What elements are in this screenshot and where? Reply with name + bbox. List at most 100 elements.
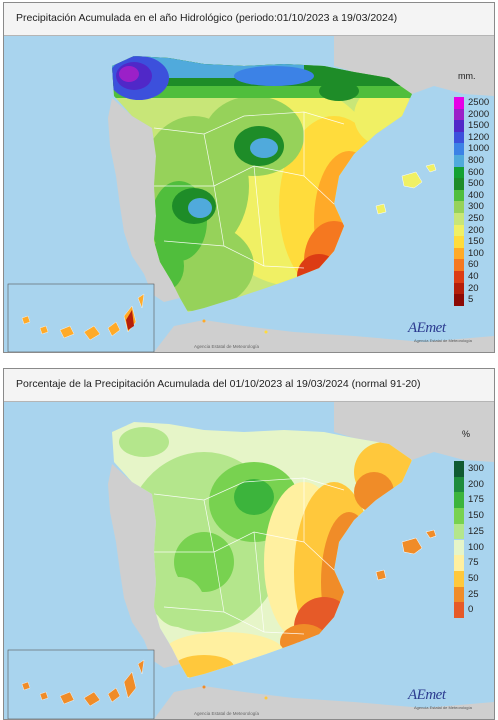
legend-label: 250 — [468, 213, 484, 224]
legend-item: 175 — [454, 492, 498, 509]
legend-item: 800 — [454, 155, 498, 167]
legend-item: 75 — [454, 555, 498, 571]
africa-land — [154, 686, 494, 719]
legend-label: 0 — [468, 604, 474, 616]
logo-subtitle: Agencia Estatal de Meteorología — [414, 705, 472, 710]
precipitation-map-panel: Precipitación Acumulada en el año Hidrol… — [3, 2, 495, 353]
legend-label: 800 — [468, 155, 484, 166]
legend-label: 2500 — [468, 97, 490, 108]
map-title: Porcentaje de la Precipitación Acumulada… — [16, 378, 421, 390]
legend-label: 175 — [468, 494, 484, 506]
legend-swatch — [454, 166, 464, 179]
legend-item: 5 — [454, 294, 498, 306]
legend-swatch — [454, 247, 464, 260]
legend-swatch — [454, 213, 464, 225]
aemet-logo: AEmet Agencia Estatal de Meteorología — [404, 687, 472, 713]
map-title: Precipitación Acumulada en el año Hidrol… — [16, 12, 398, 24]
precipitation-map — [4, 36, 494, 352]
legend-item: 150 — [454, 508, 498, 524]
legend-label: 200 — [468, 478, 484, 490]
legend-label: 75 — [468, 557, 479, 569]
region-borders — [153, 477, 345, 635]
legend-swatch — [454, 120, 464, 132]
legend-item: 300 — [454, 461, 498, 477]
legend-swatch — [454, 282, 464, 295]
legend-item: 40 — [454, 271, 498, 283]
legend-label: 100 — [468, 247, 484, 259]
region-borders — [153, 111, 345, 269]
legend-swatch — [454, 155, 464, 167]
portugal-land — [108, 464, 180, 668]
legend-swatch — [454, 178, 464, 190]
legend-item: 250 — [454, 213, 498, 225]
legend-swatch — [454, 586, 464, 603]
legend-unit: mm. — [458, 71, 476, 81]
legend-label: 300 — [468, 201, 484, 213]
legend-item: 20 — [454, 282, 498, 295]
legend-item: 600 — [454, 166, 498, 179]
legend-item: 1500 — [454, 120, 498, 132]
logo-text: AEmet — [408, 320, 446, 336]
legend-unit: % — [462, 429, 471, 439]
legend-swatch — [454, 602, 464, 618]
legend-item: 500 — [454, 178, 498, 190]
percentage-map — [4, 402, 494, 719]
legend-item: 0 — [454, 602, 498, 618]
logo-subtitle: Agencia Estatal de Meteorología — [414, 338, 472, 343]
legend-swatch — [454, 259, 464, 271]
legend-label: 5 — [468, 294, 474, 306]
legend-label: 150 — [468, 510, 484, 522]
legend-item: 2500 — [454, 97, 498, 109]
legend-swatch — [454, 97, 464, 109]
legend-item: 300 — [454, 201, 498, 213]
legend-item: 25 — [454, 586, 498, 603]
legend-swatch — [454, 555, 464, 571]
legend-swatch — [454, 131, 464, 144]
precipitation-map-svg — [4, 36, 494, 352]
legend-swatch — [454, 492, 464, 509]
canary-islands — [21, 659, 145, 707]
legend-item: 200 — [454, 224, 498, 237]
legend-label: 125 — [468, 525, 484, 537]
legend-label: 150 — [468, 236, 484, 248]
legend-swatch — [454, 508, 464, 524]
legend-label: 500 — [468, 178, 484, 190]
percentage-map-svg — [4, 402, 494, 719]
portugal-land — [108, 98, 180, 302]
balearic-islands — [375, 163, 437, 215]
legend-swatch — [454, 201, 464, 213]
balearic-islands — [375, 529, 437, 581]
legend-item: 100 — [454, 539, 498, 556]
legend-item: 1200 — [454, 131, 498, 144]
map-credit: Agencia Estatal de Meteorología — [194, 711, 260, 716]
france-land — [334, 402, 494, 462]
france-land — [334, 36, 494, 96]
legend-label: 300 — [468, 463, 484, 474]
legend-swatch — [454, 461, 464, 477]
legend-label: 1500 — [468, 120, 490, 132]
legend-swatch — [454, 294, 464, 306]
map-credit: Agencia Estatal de Meteorología — [194, 344, 260, 349]
legend-item: 200 — [454, 476, 498, 493]
legend-swatch — [454, 476, 464, 493]
aemet-logo: AEmet Agencia Estatal de Meteorología — [404, 320, 472, 346]
legend-swatch — [454, 523, 464, 540]
canary-islands — [21, 293, 145, 341]
percentage-map-panel: Porcentaje de la Precipitación Acumulada… — [3, 368, 495, 720]
legend-label: 100 — [468, 541, 484, 553]
legend-swatch — [454, 108, 464, 121]
legend-item: 150 — [454, 236, 498, 248]
legend-swatch — [454, 539, 464, 556]
legend-swatch — [454, 224, 464, 237]
legend-label: 1000 — [468, 143, 490, 155]
legend-item: 100 — [454, 247, 498, 260]
legend-swatch — [454, 236, 464, 248]
legend-label: 400 — [468, 189, 484, 201]
legend-item: 2000 — [454, 108, 498, 121]
legend-label: 2000 — [468, 108, 490, 120]
percentage-legend: % 300 200 175 150 125 100 75 50 25 0 — [454, 429, 488, 679]
map-title-bar: Precipitación Acumulada en el año Hidrol… — [4, 3, 494, 36]
legend-item: 60 — [454, 259, 498, 271]
legend-item: 125 — [454, 523, 498, 540]
legend-swatch — [454, 143, 464, 155]
